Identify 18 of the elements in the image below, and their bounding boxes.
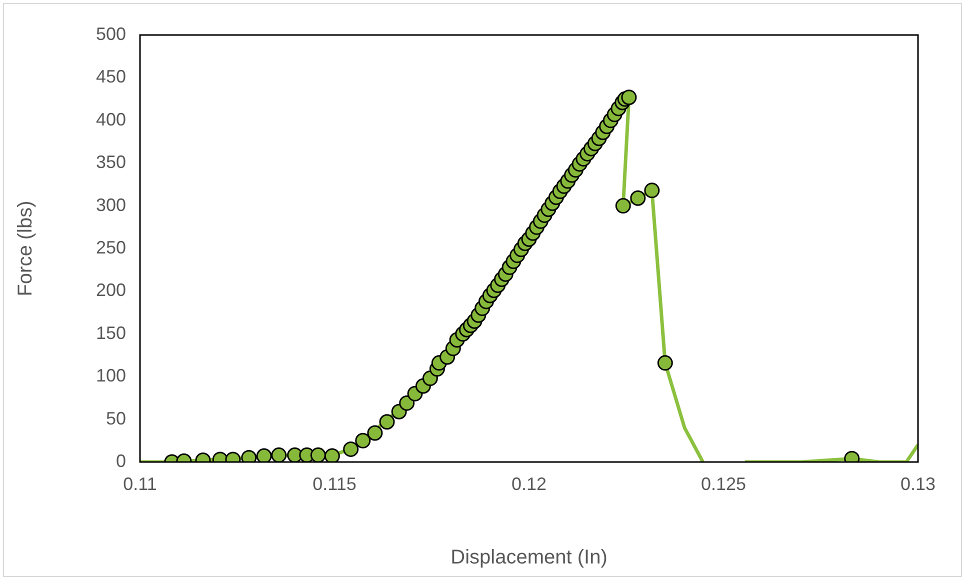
y-tick-label: 150 [96, 322, 126, 343]
y-tick-label: 500 [96, 24, 126, 44]
x-tick-label: 0.13 [900, 474, 936, 494]
x-axis-title: Displacement (In) [450, 546, 608, 569]
y-axis-title: Force (lbs) [14, 200, 37, 296]
x-tick-label: 0.12 [511, 474, 547, 494]
x-tick-label: 0.125 [700, 474, 746, 494]
y-tick-label: 450 [96, 66, 126, 87]
y-tick-label: 200 [96, 280, 126, 300]
y-tick-label: 50 [106, 408, 126, 428]
y-tick-label: 400 [96, 109, 126, 130]
x-tick-label: 0.115 [312, 474, 356, 494]
x-tick-label: 0.11 [123, 474, 157, 494]
y-tick-label: 350 [96, 152, 126, 172]
y-tick-label: 0 [116, 450, 126, 471]
y-tick-label: 250 [96, 237, 126, 258]
y-tick-label: 300 [96, 194, 126, 215]
y-tick-label: 100 [96, 366, 126, 386]
